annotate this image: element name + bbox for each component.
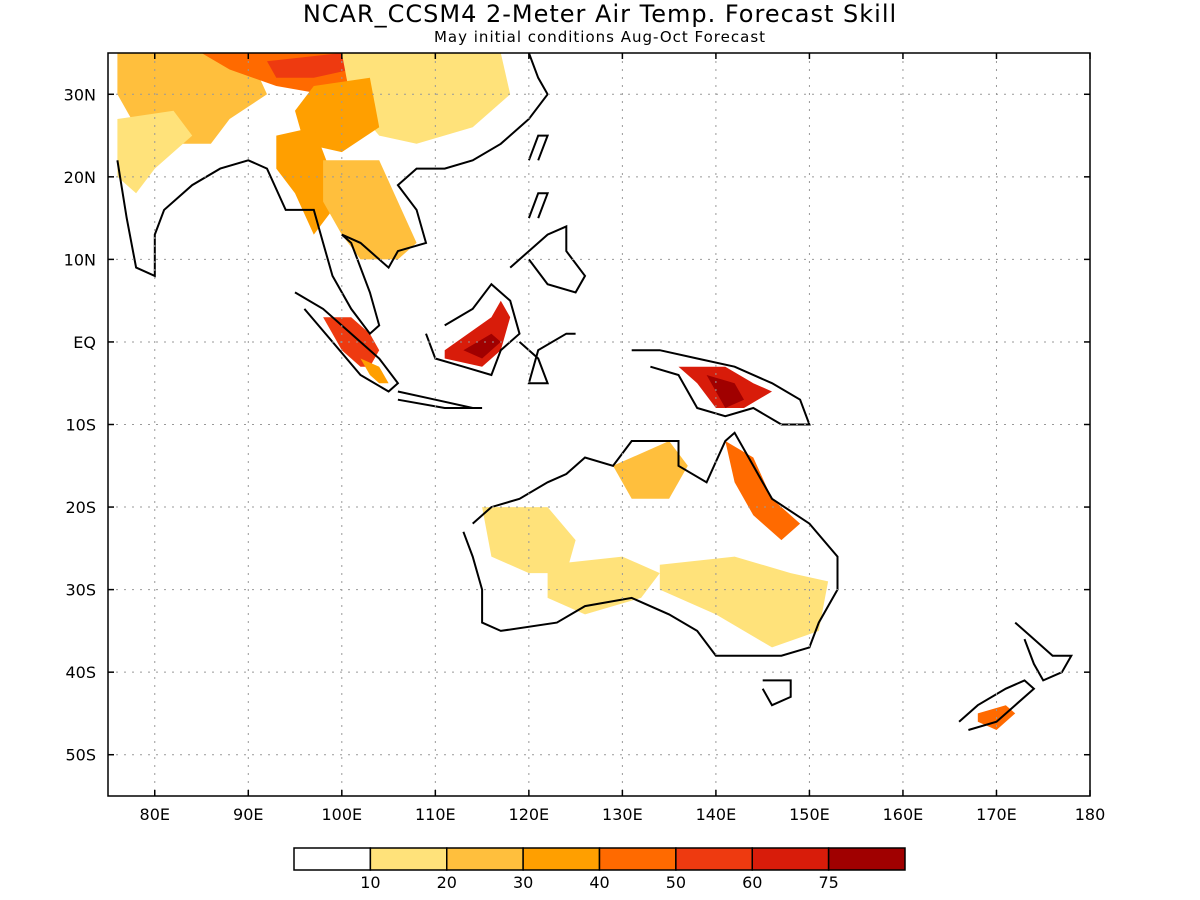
skill-region-sumatra-south — [360, 358, 389, 384]
colorbar-swatch — [675, 847, 753, 871]
skill-region-china-east — [341, 53, 511, 144]
lat-tick-label: 10S — [65, 416, 96, 435]
lat-tick-label: 30N — [64, 85, 96, 104]
coastline-0 — [116, 52, 549, 336]
skill-region-borneo-core — [463, 333, 501, 359]
coastline-layer — [116, 52, 1074, 731]
lon-tick-label: 100E — [321, 805, 362, 824]
colorbar-swatch — [827, 847, 906, 871]
coastline-4 — [518, 332, 576, 385]
colorbar-swatch — [522, 847, 601, 871]
colorbar-label: 20 — [437, 873, 457, 892]
lon-tick-label: 80E — [140, 805, 170, 824]
axis-ticks: 80E 90E 100E 110E 120E 130E 140E 150E 160E 170E 18… — [64, 53, 1106, 824]
colorbar-swatch — [598, 847, 677, 871]
skill-region-borneo — [444, 300, 511, 367]
coastline-3 — [425, 282, 521, 377]
colorbar-label: 75 — [818, 873, 838, 892]
coastline-2 — [397, 390, 483, 409]
chart-subtitle: May initial conditions Aug-Oct Forecast — [433, 28, 767, 46]
skill-region-australia-central — [547, 556, 660, 615]
colorbar-swatch — [751, 847, 830, 871]
colorbar-label: 30 — [513, 873, 533, 892]
colorbar-swatch — [293, 847, 372, 871]
skill-region-new-guinea-core — [706, 375, 744, 408]
lat-tick-label: 50S — [65, 746, 96, 765]
skill-region-australia-east — [659, 556, 829, 648]
lat-tick-label: 40S — [65, 663, 96, 682]
skill-region-indochina — [323, 160, 417, 260]
colorbar-label: 60 — [742, 873, 762, 892]
lon-tick-label: 170E — [976, 805, 1017, 824]
skill-region-queensland — [725, 441, 801, 541]
colorbar-swatch — [446, 847, 524, 871]
chart-title: NCAR_CCSM4 2-Meter Air Temp. Forecast Sk… — [302, 0, 898, 28]
skill-region-myanmar — [276, 127, 333, 235]
colorbar: 10 20 30 40 50 60 75 — [293, 847, 906, 892]
coastline-1 — [294, 291, 400, 393]
coastline-7 — [761, 679, 792, 707]
skill-region-tibet-core — [267, 53, 352, 78]
colorbar-label: 10 — [360, 873, 380, 892]
colorbar-label: 40 — [589, 873, 609, 892]
lon-tick-label: 130E — [602, 805, 643, 824]
lat-tick-label: EQ — [73, 333, 96, 352]
coastline-12 — [527, 192, 550, 219]
skill-region-australia-north — [613, 441, 688, 499]
coastline-9 — [958, 679, 1036, 731]
lon-tick-label: 140E — [696, 805, 737, 824]
skill-region-india — [117, 110, 193, 194]
lat-tick-label: 20N — [64, 168, 96, 187]
colorbar-swatch — [369, 847, 448, 871]
lat-tick-label: 20S — [65, 498, 96, 517]
skill-region-australia-west — [482, 507, 576, 574]
lat-tick-label: 10N — [64, 250, 96, 269]
lat-tick-label: 30S — [65, 581, 96, 600]
lon-tick-label: 160E — [883, 805, 924, 824]
lon-tick-label: 180 — [1075, 805, 1106, 824]
skill-fill-layer — [117, 53, 1016, 730]
coastline-8 — [1014, 621, 1074, 682]
lon-tick-label: 150E — [789, 805, 830, 824]
coastline-10 — [527, 134, 550, 161]
coastline-11 — [509, 224, 587, 294]
skill-region-sumatra — [323, 317, 380, 367]
colorbar-label: 50 — [666, 873, 686, 892]
lon-tick-label: 90E — [233, 805, 263, 824]
lon-tick-label: 110E — [415, 805, 456, 824]
coastline-5 — [631, 349, 811, 426]
lon-tick-label: 120E — [509, 805, 550, 824]
coastline-6 — [462, 431, 839, 657]
